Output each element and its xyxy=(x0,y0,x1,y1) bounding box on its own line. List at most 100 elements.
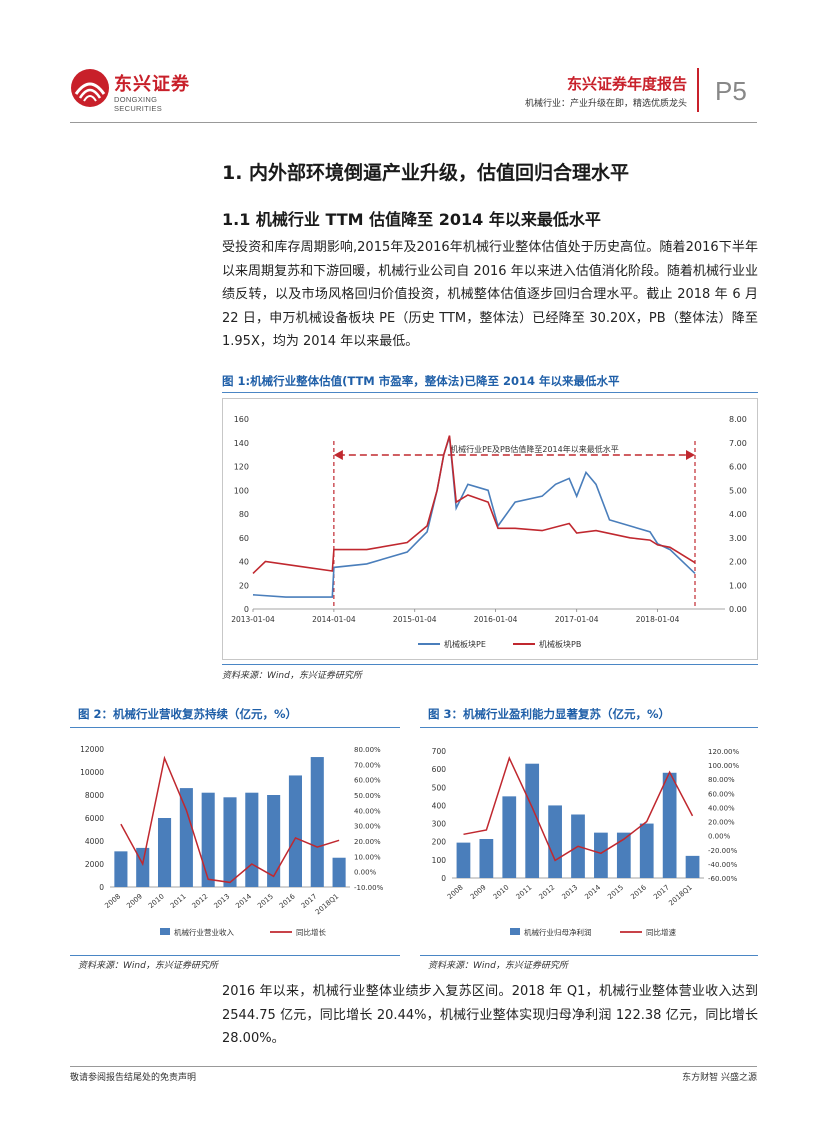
bar xyxy=(332,857,346,887)
y-left-tick-label: 4000 xyxy=(85,837,104,846)
x-tick-label: 2013 xyxy=(560,883,579,901)
x-tick-label: 2013-01-04 xyxy=(231,615,275,624)
bar xyxy=(310,757,324,887)
bar xyxy=(616,832,631,878)
y-left-tick-label: 80 xyxy=(239,510,249,519)
y-right-tick-label: 1.00 xyxy=(729,581,747,590)
y-left-tick-label: 6000 xyxy=(85,814,104,823)
figure-1-title: 图 1:机械行业整体估值(TTM 市盈率，整体法)已降至 2014 年以来最低水… xyxy=(222,374,620,388)
legend-label: 机械行业归母净利润 xyxy=(524,927,592,937)
y-right-tick-label: 30.00% xyxy=(354,823,381,831)
figure-1-bottom-rule xyxy=(222,664,758,665)
y-right-tick-label: 120.00% xyxy=(708,748,739,756)
valuation-line-chart: 0 20 40 60 80 100 120 140 160 0.00 1.00 2.00 3.00 4.0… xyxy=(231,415,747,649)
y-left-tick-label: 140 xyxy=(234,439,249,448)
figure-2-title: 图 2：机械行业营收复苏持续（亿元，%） xyxy=(78,707,298,721)
bar xyxy=(594,832,608,878)
y-left-tick-label: 100 xyxy=(234,486,249,495)
figure-2-bottom-rule xyxy=(70,955,400,956)
y-left-tick-label: 60 xyxy=(239,534,249,543)
y-left-tick-label: 300 xyxy=(432,820,447,829)
legend-label: 同比增长 xyxy=(296,927,326,937)
logo-text-en: DONGXING SECURITIES xyxy=(114,95,163,113)
y-right-tick-label: 7.00 xyxy=(729,439,747,448)
legend-label: 机械板块PE xyxy=(444,639,486,649)
bar xyxy=(479,838,494,878)
x-tick-label: 2010 xyxy=(492,883,511,901)
y-right-tick-label: 80.00% xyxy=(708,776,735,784)
x-tick-label: 2016 xyxy=(629,883,648,901)
figure-3-source: 资料来源：Wind，东兴证券研究所 xyxy=(428,961,568,971)
x-tick-label: 2014 xyxy=(583,883,602,901)
x-tick-label: 2015 xyxy=(606,883,625,901)
bar xyxy=(502,796,517,878)
y-right-tick-label: 100.00% xyxy=(708,762,739,770)
legend-swatch xyxy=(510,928,520,935)
x-tick-label: 2017 xyxy=(652,883,671,901)
body-paragraph-1: 受投资和库存周期影响,2015年及2016年机械行业整体估值处于历史高位。随着2… xyxy=(222,240,758,349)
bar xyxy=(158,818,172,887)
figure-2-source: 资料来源：Wind，东兴证券研究所 xyxy=(78,961,218,971)
bar xyxy=(639,823,654,878)
header-divider xyxy=(697,68,699,112)
growth-line xyxy=(120,755,340,884)
bar xyxy=(136,847,150,887)
y-right-tick-label: 60.00% xyxy=(708,790,735,798)
y-left-tick-label: 0 xyxy=(99,883,104,892)
y-right-tick-label: 10.00% xyxy=(354,853,381,861)
x-tick-label: 2012 xyxy=(191,892,210,910)
profit-bar-chart: 0 100 200 300 400 500 600 700 -60.00% -40.00% -20.… xyxy=(432,747,740,937)
x-tick-label: 2009 xyxy=(469,883,488,901)
y-right-tick-label: -10.00% xyxy=(354,884,384,892)
bar xyxy=(114,851,128,887)
figure-1-chart: 0 20 40 60 80 100 120 140 160 0.00 1.00 2.00 3.00 4.0… xyxy=(222,398,758,660)
x-tick-label: 2015-01-04 xyxy=(393,615,437,624)
y-right-tick-label: 2.00 xyxy=(729,558,747,567)
y-left-tick-label: 20 xyxy=(239,581,249,590)
y-right-tick-label: 20.00% xyxy=(354,838,381,846)
page-number: P5 xyxy=(715,76,747,106)
bar xyxy=(525,763,540,878)
y-right-tick-label: 0.00 xyxy=(729,605,747,614)
header-rule xyxy=(70,122,757,123)
footer-slogan: 东方财智 兴盛之源 xyxy=(682,1073,757,1083)
bar xyxy=(662,772,677,878)
figure-3-rule xyxy=(420,727,758,728)
y-left-tick-label: 2000 xyxy=(85,860,104,869)
bar xyxy=(245,792,259,887)
y-left-tick-label: 10000 xyxy=(80,768,104,777)
y-left-tick-label: 500 xyxy=(432,783,447,792)
y-left-tick-label: 700 xyxy=(432,747,447,756)
footer-disclaimer: 敬请参阅报告结尾处的免责声明 xyxy=(70,1073,197,1083)
y-right-tick-label: -20.00% xyxy=(708,847,738,855)
figure-1-rule xyxy=(222,392,758,393)
x-tick-label: 2010 xyxy=(147,892,166,910)
y-left-tick-label: 40 xyxy=(239,558,249,567)
bar xyxy=(548,805,562,878)
bar xyxy=(685,855,700,878)
y-left-tick-label: 200 xyxy=(432,838,447,847)
y-left-tick-label: 0 xyxy=(441,874,446,883)
x-tick-label: 2013 xyxy=(212,892,231,910)
x-tick-label: 2017-01-04 xyxy=(555,615,599,624)
arrow-left-head-icon xyxy=(333,450,343,460)
bar xyxy=(179,788,193,887)
y-left-tick-label: 160 xyxy=(234,415,249,424)
company-logo: 东兴证券 DONGXING SECURITIES xyxy=(70,68,200,118)
y-left-tick-label: 0 xyxy=(244,605,249,614)
x-tick-label: 2011 xyxy=(169,892,188,910)
y-left-tick-label: 12000 xyxy=(80,745,104,754)
figure-2-rule xyxy=(70,727,400,728)
series-line-pe xyxy=(252,436,696,598)
y-right-tick-label: 6.00 xyxy=(729,463,747,472)
x-tick-label: 2008 xyxy=(446,883,465,901)
y-right-tick-label: 20.00% xyxy=(708,819,735,827)
bar xyxy=(456,842,471,878)
series-line-pb xyxy=(252,435,696,574)
report-title: 东兴证券年度报告 xyxy=(566,75,687,93)
y-right-tick-label: 40.00% xyxy=(708,804,735,812)
y-right-tick-label: 0.00% xyxy=(354,869,377,877)
figure-1-source: 资料来源：Wind，东兴证券研究所 xyxy=(222,671,362,681)
y-right-tick-label: 8.00 xyxy=(729,415,747,424)
y-right-tick-label: 60.00% xyxy=(354,777,381,785)
